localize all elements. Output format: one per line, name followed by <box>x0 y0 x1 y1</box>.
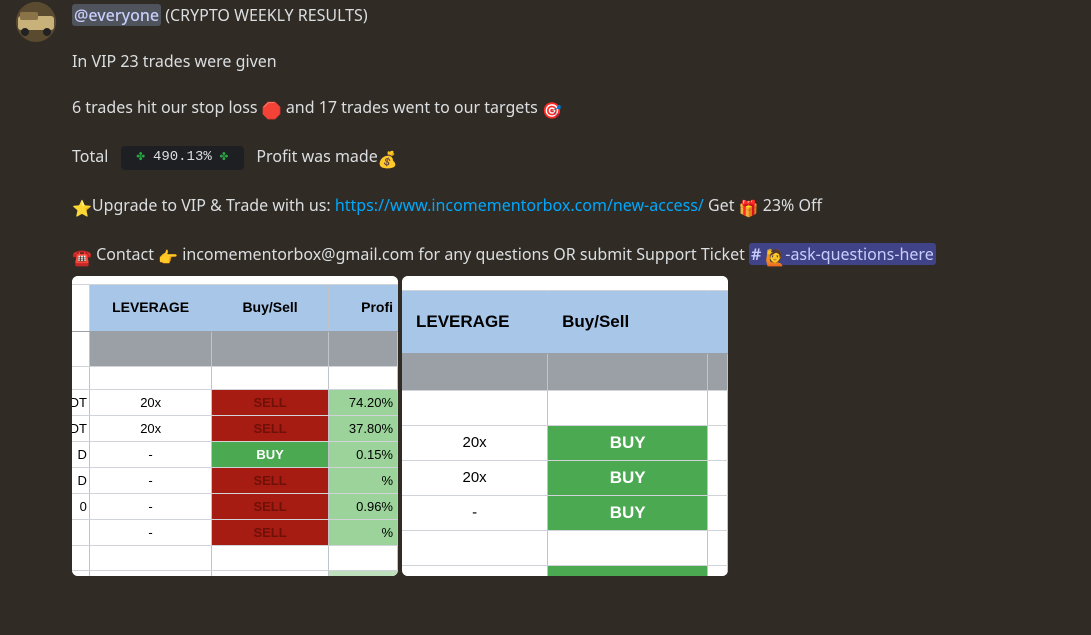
col-leverage: LEVERAGE <box>402 291 548 353</box>
point-right-emoji: 👉 <box>158 246 178 268</box>
profit-cell: 0.96% <box>329 494 398 519</box>
message-line-1: @everyone (CRYPTO WEEKLY RESULTS) <box>72 4 1075 26</box>
leverage-cell: - <box>90 494 212 519</box>
phone-emoji: ☎️ <box>72 246 92 268</box>
attachment-image-2[interactable]: LEVERAGE Buy/Sell 20xBUY20xBUY-BUY <box>402 276 728 576</box>
title-text: (CRYPTO WEEKLY RESULTS) <box>161 4 368 26</box>
blank-cell <box>708 426 728 460</box>
text-segment: Upgrade to VIP & Trade with us: <box>92 194 335 216</box>
leverage-cell: - <box>90 520 212 545</box>
side-cell: SELL <box>212 520 329 545</box>
text-segment: 23% Off <box>759 194 822 216</box>
leverage-cell: - <box>90 442 212 467</box>
message-line-total: Total ✤ 490.13% ✤ Profit was made💰 <box>72 145 1075 170</box>
side-cell: BUY <box>212 442 329 467</box>
total-cell: 113.11 <box>329 571 398 576</box>
text-segment: Get <box>704 194 739 216</box>
message-line-3: 6 trades hit our stop loss 🛑 and 17 trad… <box>72 96 1075 121</box>
text-segment: 6 trades hit our stop loss <box>72 96 262 118</box>
sym-cell: DT <box>72 416 90 441</box>
mention-everyone[interactable]: @everyone <box>72 4 161 26</box>
raise-hand-emoji: 🙋 <box>765 246 785 268</box>
table-row: D-SELL% <box>72 468 398 494</box>
profit-cell: 0.15% <box>329 442 398 467</box>
sym-cell: 0 <box>72 494 90 519</box>
sym-cell: D <box>72 468 90 493</box>
percent-pill: ✤ 490.13% ✤ <box>121 146 245 170</box>
channel-mention[interactable]: #🙋-ask-questions-here <box>749 243 936 265</box>
discord-message: @everyone (CRYPTO WEEKLY RESULTS) In VIP… <box>0 0 1091 578</box>
profit-text: Profit was made <box>256 145 377 167</box>
profit-cell: % <box>329 468 398 493</box>
star-emoji: ⭐ <box>72 197 92 219</box>
col-leverage: LEVERAGE <box>90 285 212 331</box>
side-cell: BUY <box>548 461 708 495</box>
gift-emoji: 🎁 <box>739 197 759 219</box>
table-row: DT20xSELL37.80% <box>72 416 398 442</box>
hash-icon: # <box>751 243 761 265</box>
table-row: -SELL% <box>72 520 398 546</box>
leverage-cell: 20x <box>402 461 548 495</box>
clover-icon: ✤ <box>137 148 145 167</box>
total-label: Total <box>72 145 108 167</box>
profit-cell: 37.80% <box>329 416 398 441</box>
text-segment: incomementorbox@gmail.com for any questi… <box>178 243 749 265</box>
table-row: D-BUY0.15% <box>72 442 398 468</box>
avatar[interactable] <box>16 2 56 42</box>
table-row: DT20xSELL74.20% <box>72 390 398 416</box>
message-line-upgrade: ⭐Upgrade to VIP & Trade with us: https:/… <box>72 194 1075 219</box>
leverage-cell: - <box>402 496 548 530</box>
leverage-cell: 20x <box>90 390 212 415</box>
table-row: 20xBUY <box>402 461 728 496</box>
sheet1-header-row: LEVERAGE Buy/Sell Profi <box>72 285 398 332</box>
sheet2-header-row: LEVERAGE Buy/Sell <box>402 291 728 354</box>
table-row: 20xBUY <box>402 426 728 461</box>
message-line-2: In VIP 23 trades were given <box>72 50 1075 72</box>
leverage-cell: 20x <box>90 416 212 441</box>
moneybag-emoji: 💰 <box>378 148 398 170</box>
sym-cell <box>72 520 90 545</box>
blank-cell <box>708 461 728 495</box>
side-cell: SELL <box>212 468 329 493</box>
clover-icon: ✤ <box>220 148 228 167</box>
target-emoji: 🎯 <box>542 99 562 121</box>
side-cell: BUY <box>548 426 708 460</box>
stop-sign-emoji: 🛑 <box>262 99 282 121</box>
sym-cell: D <box>72 442 90 467</box>
text-segment: Contact <box>92 243 158 265</box>
channel-name: -ask-questions-here <box>785 243 933 265</box>
upgrade-link[interactable]: https://www.incomementorbox.com/new-acce… <box>335 194 704 216</box>
profit-cell: % <box>329 520 398 545</box>
text-segment: and 17 trades went to our targets <box>282 96 542 118</box>
profit-cell: 74.20% <box>329 390 398 415</box>
col-buysell: Buy/Sell <box>212 285 329 331</box>
side-cell: SELL <box>212 390 328 415</box>
message-line-contact: ☎️ Contact 👉 incomementorbox@gmail.com f… <box>72 243 1075 268</box>
table-row: -BUY <box>402 496 728 531</box>
leverage-cell: - <box>90 468 212 493</box>
col-profit: Profi <box>329 285 398 331</box>
leverage-cell: 20x <box>402 426 548 460</box>
percent-value: 490.13% <box>153 148 212 167</box>
table-row: 0-SELL0.96% <box>72 494 398 520</box>
blank-cell <box>708 496 728 530</box>
side-cell: SELL <box>212 494 329 519</box>
attachment-image-1[interactable]: LEVERAGE Buy/Sell Profi DT20xSELL74.20%D… <box>72 276 398 576</box>
col-buysell: Buy/Sell <box>548 291 708 353</box>
side-cell: SELL <box>212 416 328 441</box>
side-cell: BUY <box>548 496 708 530</box>
attachments-row: LEVERAGE Buy/Sell Profi DT20xSELL74.20%D… <box>72 276 1075 576</box>
sym-cell: DT <box>72 390 90 415</box>
